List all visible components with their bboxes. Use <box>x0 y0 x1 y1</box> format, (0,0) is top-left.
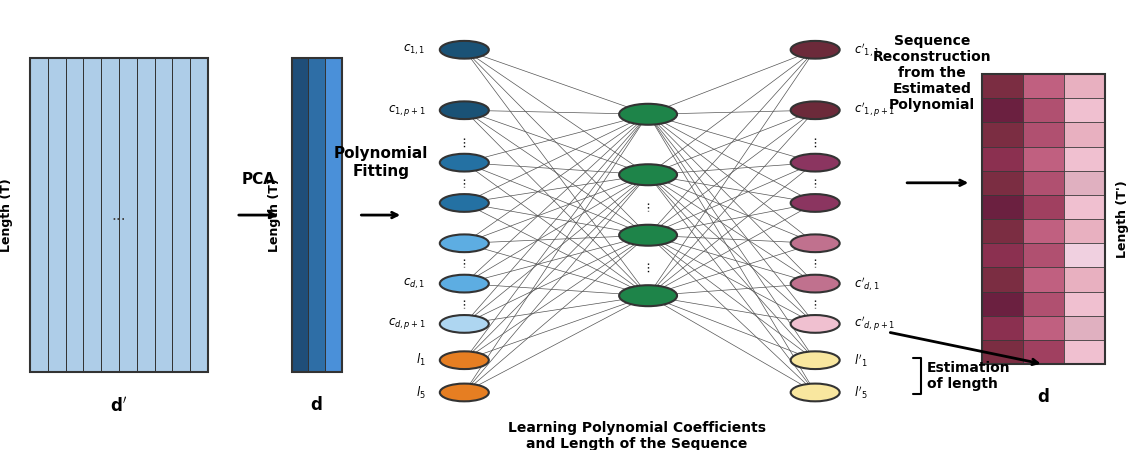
Bar <box>1023 74 1064 98</box>
Bar <box>1064 292 1105 316</box>
Bar <box>66 58 84 372</box>
Bar <box>1064 340 1105 364</box>
Text: $l'_1$: $l'_1$ <box>854 352 868 369</box>
Bar <box>1023 243 1064 267</box>
Bar <box>1023 98 1064 122</box>
Text: $l'_5$: $l'_5$ <box>854 384 868 401</box>
Bar <box>1064 74 1105 98</box>
Bar <box>1023 267 1064 292</box>
Text: $c'_{d,1}$: $c'_{d,1}$ <box>854 274 880 292</box>
Text: Length (T): Length (T) <box>0 178 14 252</box>
Text: $c_{1,p+1}$: $c_{1,p+1}$ <box>388 103 425 118</box>
Bar <box>982 219 1023 243</box>
Circle shape <box>619 225 677 246</box>
Bar <box>982 171 1023 195</box>
Circle shape <box>790 101 839 119</box>
Bar <box>982 74 1105 364</box>
Circle shape <box>440 154 489 171</box>
Bar <box>172 58 191 372</box>
Bar <box>982 74 1023 98</box>
Bar <box>291 58 341 372</box>
Text: Sequence
Reconstruction
from the
Estimated
Polynomial: Sequence Reconstruction from the Estimat… <box>873 34 991 112</box>
Bar <box>1064 171 1105 195</box>
Circle shape <box>790 234 839 252</box>
Bar <box>1064 243 1105 267</box>
Bar <box>982 316 1023 340</box>
Circle shape <box>440 383 489 401</box>
Bar <box>191 58 209 372</box>
Circle shape <box>440 101 489 119</box>
Text: $\mathbf{d'}$: $\mathbf{d'}$ <box>110 396 128 415</box>
Bar <box>1023 171 1064 195</box>
Circle shape <box>619 285 677 306</box>
Text: $c'_{1,p+1}$: $c'_{1,p+1}$ <box>854 101 895 120</box>
Circle shape <box>440 234 489 252</box>
Bar <box>101 58 119 372</box>
Bar <box>1064 122 1105 147</box>
Bar <box>29 58 209 372</box>
Text: Learning Polynomial Coefficients
and Length of the Sequence: Learning Polynomial Coefficients and Len… <box>508 421 765 450</box>
Circle shape <box>790 383 839 401</box>
Text: Estimation
of length: Estimation of length <box>926 361 1010 392</box>
Text: $l_1$: $l_1$ <box>415 352 425 368</box>
Circle shape <box>440 275 489 292</box>
Text: Length (T): Length (T) <box>268 178 280 252</box>
Circle shape <box>619 104 677 125</box>
Circle shape <box>440 351 489 369</box>
Bar <box>1023 122 1064 147</box>
Bar <box>1064 316 1105 340</box>
Bar <box>84 58 101 372</box>
Bar <box>1023 219 1064 243</box>
Bar <box>1023 316 1064 340</box>
Circle shape <box>440 41 489 58</box>
Circle shape <box>790 351 839 369</box>
Bar <box>982 195 1023 219</box>
Bar <box>154 58 172 372</box>
Bar <box>982 122 1023 147</box>
Bar <box>1023 147 1064 171</box>
Text: $c_{1,1}$: $c_{1,1}$ <box>403 43 425 57</box>
Circle shape <box>440 194 489 212</box>
Circle shape <box>790 275 839 292</box>
Circle shape <box>619 164 677 185</box>
Bar <box>1023 292 1064 316</box>
Bar <box>982 267 1023 292</box>
Bar <box>137 58 154 372</box>
Bar <box>325 58 341 372</box>
Bar <box>1064 98 1105 122</box>
Text: $c_{d,p+1}$: $c_{d,p+1}$ <box>388 316 425 331</box>
Text: $l_5$: $l_5$ <box>415 384 425 400</box>
Text: $c'_{1,1}$: $c'_{1,1}$ <box>854 41 880 58</box>
Bar <box>291 58 308 372</box>
Text: $c'_{d,p+1}$: $c'_{d,p+1}$ <box>854 315 895 333</box>
Bar <box>1064 147 1105 171</box>
Text: $\mathbf{d}$: $\mathbf{d}$ <box>1038 388 1050 406</box>
Bar <box>48 58 66 372</box>
Text: $c_{d,1}$: $c_{d,1}$ <box>403 276 425 291</box>
Bar <box>982 243 1023 267</box>
Bar <box>29 58 48 372</box>
Circle shape <box>440 315 489 333</box>
Text: $\mathbf{d}$: $\mathbf{d}$ <box>311 396 323 414</box>
Bar <box>982 340 1023 364</box>
Bar <box>1064 219 1105 243</box>
Bar <box>1064 195 1105 219</box>
Bar <box>308 58 325 372</box>
Text: PCA: PCA <box>242 172 276 187</box>
Bar <box>1064 267 1105 292</box>
Bar <box>982 292 1023 316</box>
Bar <box>119 58 137 372</box>
Text: ...: ... <box>112 207 126 223</box>
Bar <box>982 98 1023 122</box>
Bar <box>1023 340 1064 364</box>
Bar <box>1023 195 1064 219</box>
Circle shape <box>790 315 839 333</box>
Bar <box>982 147 1023 171</box>
Circle shape <box>790 194 839 212</box>
Circle shape <box>790 41 839 58</box>
Circle shape <box>790 154 839 171</box>
Text: Length (T'): Length (T') <box>1116 180 1129 258</box>
Text: Polynomial
Fitting: Polynomial Fitting <box>333 146 428 179</box>
